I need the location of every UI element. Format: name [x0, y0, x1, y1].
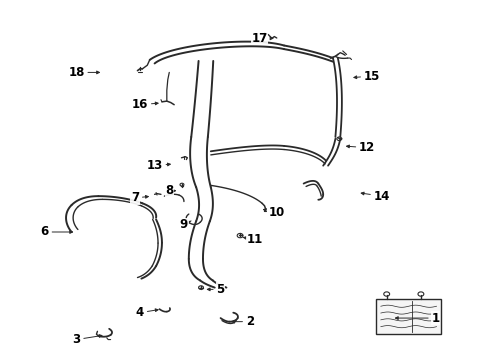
Text: 2: 2: [232, 315, 254, 328]
Text: 8: 8: [165, 184, 175, 197]
Text: 10: 10: [264, 206, 285, 219]
FancyBboxPatch shape: [376, 299, 441, 334]
Text: 14: 14: [361, 190, 390, 203]
Text: 7: 7: [131, 192, 148, 204]
Text: 9: 9: [180, 218, 191, 231]
Text: 11: 11: [243, 233, 263, 246]
Text: 12: 12: [346, 141, 375, 154]
Text: 18: 18: [68, 66, 99, 79]
Text: 17: 17: [251, 32, 273, 45]
Text: 6: 6: [41, 225, 73, 238]
Text: 4: 4: [136, 306, 158, 319]
Text: 3: 3: [73, 333, 102, 346]
Text: 5: 5: [207, 283, 225, 296]
Text: 15: 15: [354, 69, 380, 82]
Text: 13: 13: [147, 159, 171, 172]
Text: 16: 16: [132, 98, 158, 111]
Text: 1: 1: [395, 311, 440, 325]
